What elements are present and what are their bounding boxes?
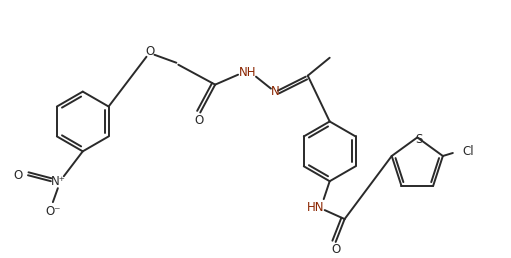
Text: N⁺: N⁺ (51, 175, 65, 188)
Text: O: O (331, 243, 340, 256)
Text: N: N (270, 85, 280, 98)
Text: S: S (415, 133, 423, 146)
Text: Cl: Cl (463, 144, 474, 157)
Text: HN: HN (307, 201, 324, 214)
Text: O⁻: O⁻ (45, 205, 61, 217)
Text: NH: NH (239, 66, 257, 79)
Text: O: O (146, 45, 155, 58)
Text: O: O (13, 169, 22, 182)
Text: O: O (195, 114, 204, 127)
